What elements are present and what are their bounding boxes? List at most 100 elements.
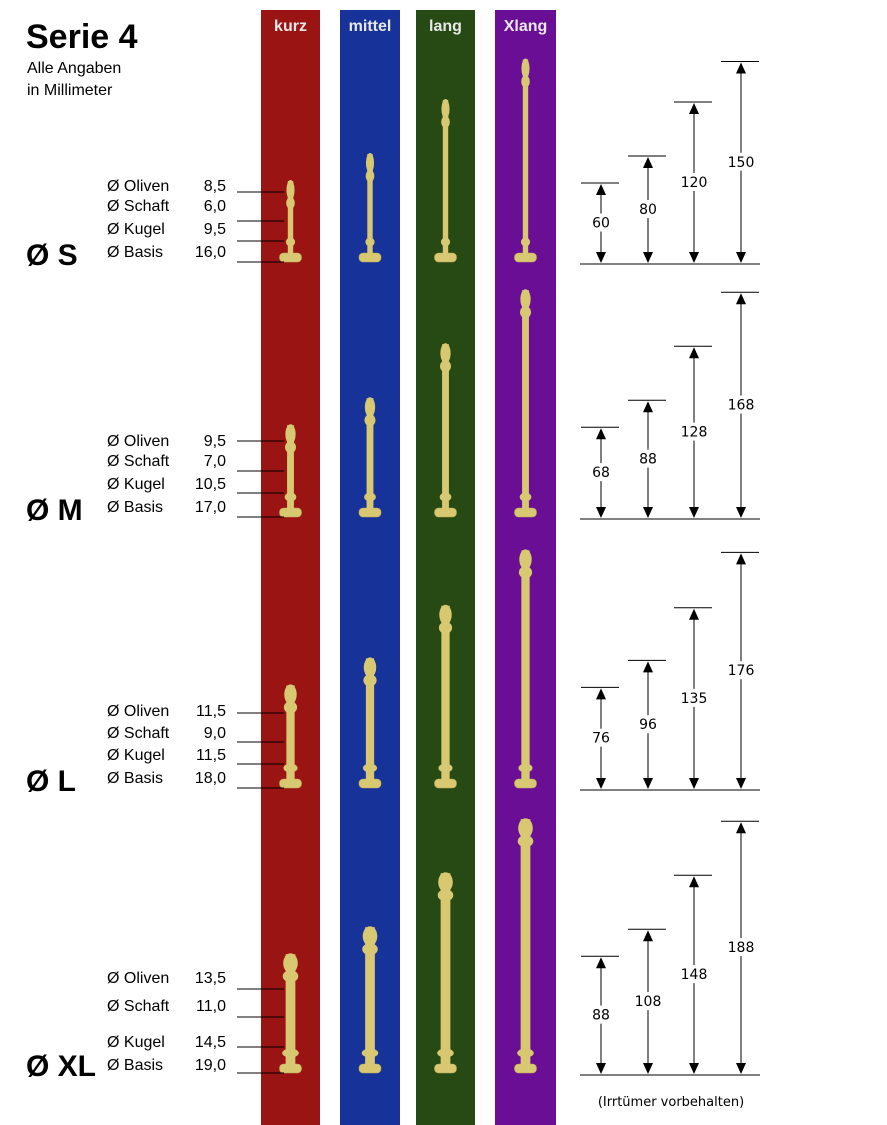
rod-base [358,778,382,789]
rod-olive [283,953,298,974]
rod-shaft [520,819,531,1065]
rod-ball [519,492,532,502]
length-value: 188 [728,940,755,956]
arrow-up-icon [736,822,746,834]
arrow-up-icon [736,62,746,74]
spec-name: Ø Kugel [107,1034,165,1051]
rod-olive [521,75,530,88]
rod-olive [364,414,376,427]
rod-ball [365,237,375,247]
rod-lang [434,343,457,518]
rod-olive [517,835,534,848]
rod-olive [518,818,533,839]
rod-mittel [358,926,382,1074]
rod-base [358,1063,382,1074]
rod-ball [520,237,531,247]
rod-olive [286,180,295,200]
label-bg [634,449,662,468]
spec-value: 8,5 [204,178,226,195]
rod-olive [441,116,450,128]
rod-base [279,778,302,789]
subtitle-line-2: in Millimeter [27,82,113,99]
column-header: Xlang [504,18,548,35]
rod-ball [517,1048,534,1058]
rod-base [358,507,382,518]
spec-name: Ø Kugel [107,747,165,764]
length-value: 96 [639,717,657,733]
rod-olive [364,397,376,418]
spec-name: Ø Schaft [107,198,170,215]
rod-olive [285,441,296,454]
length-value: 60 [592,216,610,232]
arrow-down-icon [643,1063,653,1074]
rod-shaft [287,425,294,509]
arrow-up-icon [643,661,653,673]
arrow-down-icon [689,252,699,263]
arrow-down-icon [596,507,606,518]
rod-xlang [514,58,537,263]
spec-value: 10,5 [195,476,226,493]
rod-shaft [442,100,449,254]
length-value: 80 [639,202,657,218]
rod-shaft [365,658,375,780]
rod-ball [439,492,452,502]
rod-base [514,1063,537,1074]
rod-olive [282,970,299,983]
rod-ball [518,763,533,773]
arrow-up-icon [689,876,699,888]
rod-ball [440,237,451,247]
rod-shaft [522,59,529,254]
rod-lang [434,99,457,263]
rod-ball [282,1048,299,1058]
spec-value: 18,0 [195,770,226,787]
rod-base [279,1063,302,1074]
rod-shaft [287,181,294,254]
rod-base [434,252,457,263]
rod-shaft [442,344,449,509]
spec-value: 16,0 [195,244,226,261]
spec-value: 11,5 [196,703,226,720]
rod-kurz [279,424,302,518]
rod-ball [361,1048,379,1058]
rod-base [434,507,457,518]
rod-shaft [285,954,296,1065]
rod-base [279,252,302,263]
rod-olive [283,701,298,714]
arrow-down-icon [736,1063,746,1074]
rod-olive [521,58,530,79]
rod-xlang [514,289,537,518]
rod-olive [519,549,532,570]
rod-olive [520,306,531,319]
label-bg [634,715,662,734]
rod-shaft [366,398,374,509]
rod-base [514,507,537,518]
rod-olive [362,926,378,947]
rod-olive [520,289,531,310]
spec-value: 14,5 [195,1034,226,1051]
rod-ball [284,492,297,502]
length-value: 148 [681,967,708,983]
rod-ball [438,763,453,773]
rod-shaft [367,154,373,254]
rod-base [279,507,302,518]
rod-ball [362,763,378,773]
arrow-down-icon [689,778,699,789]
spec-name: Ø Oliven [107,433,169,450]
rod-olive [439,604,452,625]
length-value: 176 [728,663,755,679]
rod-olive [518,566,533,579]
arrow-down-icon [736,507,746,518]
rod-shaft [365,927,375,1065]
rod-ball [283,763,298,773]
spec-name: Ø Basis [107,1057,163,1074]
arrow-up-icon [689,347,699,359]
rod-olive [363,657,377,678]
spec-name: Ø Schaft [107,998,170,1015]
size-label: Ø XL [26,1050,96,1083]
spec-name: Ø Oliven [107,178,169,195]
arrow-up-icon [689,608,699,620]
arrow-down-icon [736,778,746,789]
arrow-down-icon [643,507,653,518]
label-bg [727,152,755,171]
label-bg [634,992,662,1011]
